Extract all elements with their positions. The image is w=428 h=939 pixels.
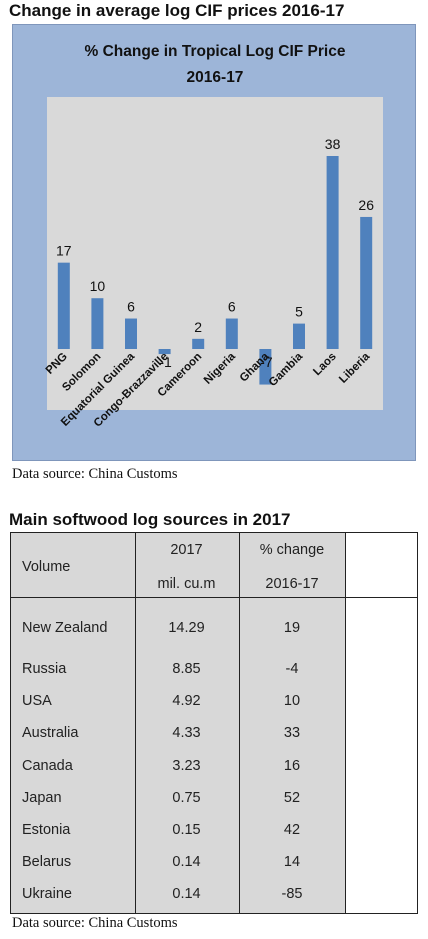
chart-title-line1: % Change in Tropical Log CIF Price: [84, 43, 346, 60]
data-label: 6: [228, 299, 236, 315]
bar-laos: [326, 156, 339, 349]
table-header-period: 2016-17: [265, 576, 319, 592]
table-header-divider: [11, 597, 417, 598]
table-header-unit: mil. cu.m: [157, 576, 216, 592]
data-label: 10: [90, 278, 106, 294]
bar-gambia: [293, 323, 305, 349]
data-label: 38: [325, 136, 341, 152]
bar-nigeria: [225, 318, 238, 349]
table-row-volume: 4.92: [172, 693, 201, 709]
table-blank-area: [345, 533, 417, 913]
bar-png: [57, 262, 70, 349]
data-label: 6: [127, 299, 135, 315]
table-row-country: Russia: [22, 661, 67, 677]
table-row-country: Japan: [22, 790, 62, 806]
table-row-change: -4: [285, 661, 299, 677]
table-row-country: Estonia: [22, 822, 71, 838]
table-row-volume: 14.29: [168, 620, 205, 636]
table-row-change: -85: [281, 886, 303, 902]
bar-solomon: [91, 298, 104, 349]
table-row-volume: 4.33: [172, 725, 201, 741]
chart-title-line2: 2016-17: [186, 69, 244, 86]
chart-section-heading: Change in average log CIF prices 2016-17: [9, 1, 345, 20]
table-header-year: 2017: [170, 542, 203, 558]
table-section-heading: Main softwood log sources in 2017: [9, 510, 291, 529]
chart-frame: % Change in Tropical Log CIF Price 2016-…: [12, 24, 416, 461]
bar-cameroon: [192, 338, 205, 349]
softwood-table: Volume 2017 mil. cu.m % change 2016-17 N…: [10, 532, 418, 914]
table-row-country: Canada: [22, 758, 73, 774]
table-header-volume: Volume: [22, 559, 71, 575]
table-divider: [239, 533, 240, 913]
data-label: 26: [358, 197, 374, 213]
table-row-volume: 0.75: [172, 790, 201, 806]
table-row-country: Australia: [22, 725, 79, 741]
bar-ghana: [259, 349, 272, 385]
table-row-change: 14: [283, 854, 301, 870]
table-row-country: New Zealand: [22, 620, 108, 636]
table-divider: [135, 533, 136, 913]
bar-congo-brazzaville: [158, 349, 171, 355]
data-label: 17: [56, 243, 72, 259]
table-row-change: 42: [283, 822, 301, 838]
table-row-country: Belarus: [22, 854, 72, 870]
table-row-change: 33: [283, 725, 301, 741]
table-row-change: 52: [283, 790, 301, 806]
table-data-source: Data source: China Customs: [12, 915, 178, 931]
table-row-change: 10: [283, 693, 301, 709]
table-row-volume: 0.14: [172, 886, 201, 902]
table-row-change: 19: [283, 620, 301, 636]
table-row-volume: 3.23: [172, 758, 201, 774]
table-row-volume: 8.85: [172, 661, 201, 677]
table-row-country: USA: [22, 693, 52, 709]
bar-equatorial-guinea: [125, 318, 137, 349]
data-label: -1: [159, 354, 172, 370]
data-label: 2: [194, 319, 202, 335]
table-row-volume: 0.15: [172, 822, 201, 838]
data-label: -7: [260, 354, 273, 370]
data-label: 5: [295, 304, 303, 320]
bar-liberia: [360, 216, 373, 349]
table-row-volume: 0.14: [172, 854, 201, 870]
table-row-country: Ukraine: [22, 886, 72, 902]
table-header-change: % change: [259, 542, 325, 558]
chart-data-source: Data source: China Customs: [12, 466, 178, 482]
table-row-change: 16: [283, 758, 301, 774]
